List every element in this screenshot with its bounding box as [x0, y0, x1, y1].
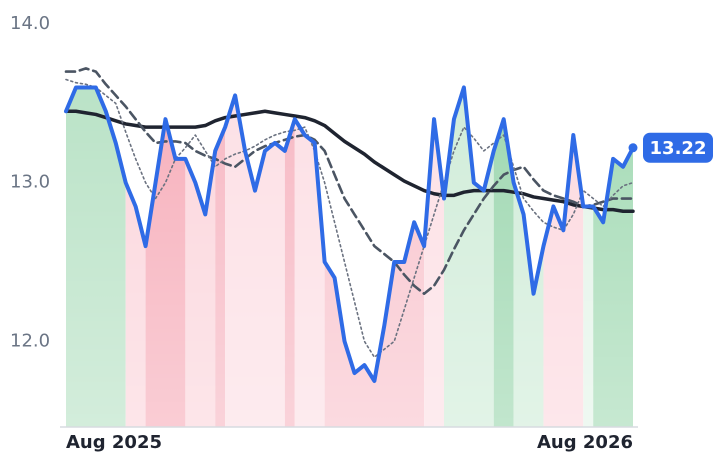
x-tick-label: Aug 2026 — [537, 432, 633, 453]
band-area — [444, 87, 494, 428]
band-area — [185, 150, 216, 427]
last-value-badge — [643, 132, 713, 163]
y-tick-label: 14.0 — [10, 13, 50, 34]
labels: 12.0 13.0 14.0 Aug 2025 Aug 2026 13.22 — [10, 13, 713, 453]
x-tick-label: Aug 2025 — [66, 432, 162, 453]
series-line — [65, 78, 634, 358]
band-area — [284, 119, 295, 428]
band-area — [125, 182, 146, 427]
band-area — [294, 119, 325, 428]
band-area — [543, 135, 584, 427]
y-tick-label: 13.0 — [10, 172, 50, 193]
series-line — [64, 109, 635, 213]
lines — [60, 67, 638, 428]
y-tick-label: 12.0 — [10, 330, 50, 351]
last-value-label: 13.22 — [650, 138, 707, 159]
band-area — [66, 87, 126, 428]
band-area — [215, 127, 226, 427]
last-point — [628, 143, 638, 153]
band-area — [225, 95, 285, 428]
band-area — [324, 222, 425, 427]
band-area — [493, 119, 514, 428]
band-area — [593, 147, 633, 427]
band-area — [145, 119, 186, 428]
band-area — [583, 206, 594, 427]
band-area — [513, 182, 544, 427]
series-line — [64, 85, 635, 383]
